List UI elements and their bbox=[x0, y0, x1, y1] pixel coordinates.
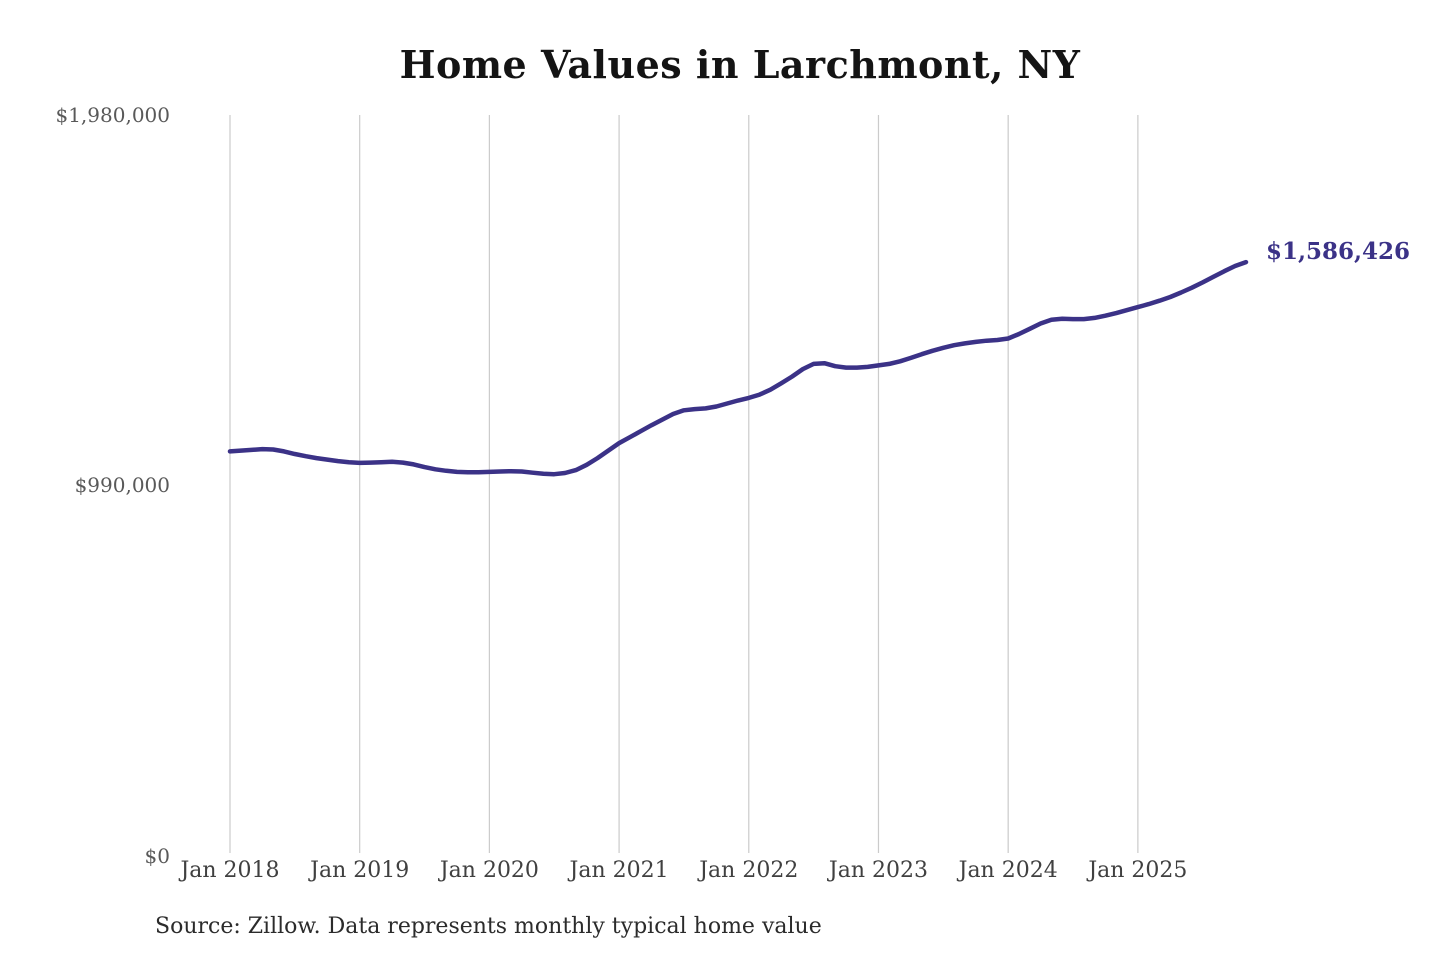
x-axis-tick-label-jan-2019: Jan 2019 bbox=[310, 858, 410, 883]
source-note: Source: Zillow. Data represents monthly … bbox=[155, 914, 822, 939]
x-axis-tick-label-jan-2020: Jan 2020 bbox=[439, 858, 539, 883]
x-axis-tick-label-jan-2022: Jan 2022 bbox=[699, 858, 799, 883]
chart-title: Home Values in Larchmont, NY bbox=[399, 42, 1081, 87]
y-axis-tick-label-1980000: $1,980,000 bbox=[55, 103, 170, 127]
y-axis-tick-label-0: $0 bbox=[144, 844, 170, 868]
y-axis-tick-label-990000: $990,000 bbox=[74, 473, 170, 497]
home-value-line bbox=[227, 259, 1249, 477]
x-axis-tick-label-jan-2024: Jan 2024 bbox=[958, 858, 1058, 883]
x-axis-tick-label-jan-2025: Jan 2025 bbox=[1088, 858, 1188, 883]
x-axis-tick-label-jan-2018: Jan 2018 bbox=[180, 858, 280, 883]
latest-value-label: $1,586,426 bbox=[1266, 238, 1411, 265]
x-axis-tick-label-jan-2023: Jan 2023 bbox=[828, 858, 929, 883]
x-axis-tick-label-jan-2021: Jan 2021 bbox=[569, 858, 669, 883]
